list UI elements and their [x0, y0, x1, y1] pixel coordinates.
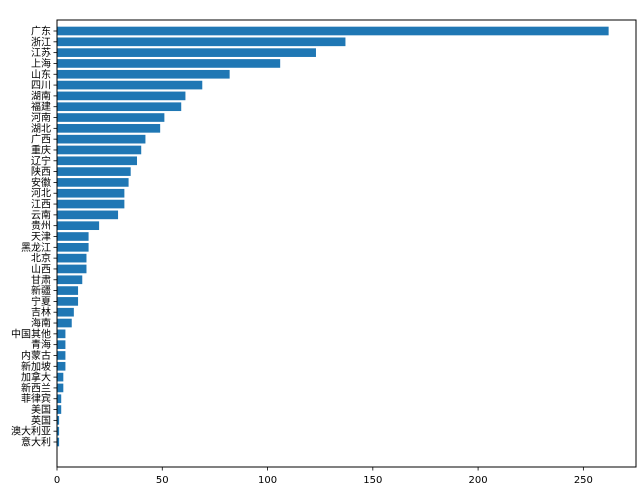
bar — [57, 210, 119, 220]
bar — [57, 134, 146, 144]
category-label: 澳大利亚 — [11, 425, 51, 438]
category-label: 宁夏 — [31, 295, 51, 308]
bar — [57, 351, 66, 360]
bar — [57, 426, 60, 436]
bar — [57, 394, 62, 404]
bar — [57, 221, 100, 231]
bar — [57, 124, 161, 133]
bar — [57, 91, 186, 101]
x-tick-label: 250 — [574, 475, 593, 486]
category-label: 山西 — [31, 263, 51, 275]
category-label: 江西 — [31, 199, 51, 211]
category-label: 贵州 — [31, 219, 51, 232]
category-label: 海南 — [31, 317, 51, 330]
category-label: 北京 — [31, 252, 51, 265]
bar — [57, 26, 609, 36]
bar — [57, 59, 281, 68]
x-tick-label: 100 — [258, 475, 277, 486]
category-label: 河北 — [31, 188, 51, 200]
category-label: 湖南 — [31, 89, 51, 102]
category-label: 上海 — [31, 57, 51, 70]
bar — [57, 329, 66, 339]
bar — [57, 297, 79, 306]
bar — [57, 188, 125, 198]
bar — [57, 232, 89, 241]
category-label: 英国 — [31, 414, 51, 427]
category-label: 浙江 — [31, 36, 51, 48]
bar — [57, 286, 79, 295]
category-label: 江苏 — [31, 46, 51, 59]
bar — [57, 264, 87, 274]
bar — [57, 416, 60, 425]
bar — [57, 102, 182, 112]
bar — [57, 253, 87, 263]
category-label: 陕西 — [31, 165, 51, 178]
category-label: 广东 — [31, 25, 51, 38]
category-label: 加拿大 — [21, 371, 51, 384]
category-label: 山东 — [31, 68, 51, 81]
category-label: 辽宁 — [31, 154, 51, 167]
category-label: 菲律宾 — [21, 392, 51, 405]
plot-frame — [56, 19, 637, 468]
x-tick-label: 150 — [363, 475, 382, 486]
bar — [57, 199, 125, 209]
bar — [57, 361, 66, 371]
bar — [57, 275, 83, 285]
x-tick-label: 0 — [54, 475, 60, 486]
bar — [57, 340, 66, 349]
category-label: 天津 — [31, 231, 51, 243]
bar — [57, 318, 72, 328]
bar — [57, 383, 64, 393]
category-label: 美国 — [31, 403, 51, 416]
category-label: 黑龙江 — [21, 241, 51, 254]
x-tick-label: 50 — [156, 475, 169, 486]
category-label: 内蒙古 — [21, 349, 51, 362]
category-label-group: 广东浙江江苏上海山东四川湖南福建河南湖北广西重庆辽宁陕西安徽河北江西云南贵州天津… — [11, 25, 57, 449]
bar — [57, 242, 89, 252]
bar — [57, 167, 131, 176]
bar-group — [57, 26, 609, 447]
bar — [57, 145, 142, 155]
category-label: 甘肃 — [31, 273, 51, 286]
category-label: 新加坡 — [21, 360, 51, 373]
category-label: 意大利 — [21, 436, 51, 449]
bar — [57, 69, 230, 79]
bar — [57, 48, 316, 57]
category-label: 安徽 — [31, 176, 51, 189]
category-label: 中国其他 — [11, 327, 51, 340]
category-label: 云南 — [31, 208, 51, 221]
category-label: 福建 — [31, 100, 51, 113]
category-label: 广西 — [31, 134, 51, 146]
bar — [57, 178, 129, 187]
category-label: 四川 — [31, 81, 51, 92]
category-label: 新西兰 — [21, 381, 51, 394]
bar — [57, 80, 203, 90]
bar — [57, 113, 165, 122]
category-label: 重庆 — [31, 143, 51, 156]
x-tick-label: 200 — [469, 475, 488, 486]
category-label: 湖北 — [31, 123, 51, 135]
bar — [57, 437, 60, 447]
category-label: 河南 — [31, 111, 51, 124]
bar — [57, 372, 64, 382]
category-label: 吉林 — [31, 306, 51, 319]
bar — [57, 156, 138, 166]
bar — [57, 307, 74, 317]
category-label: 青海 — [31, 338, 51, 351]
category-label: 新疆 — [31, 284, 51, 297]
bar — [57, 405, 62, 414]
x-tick-group: 0 50 100 150 200 250 — [54, 467, 593, 486]
bar — [57, 37, 346, 47]
